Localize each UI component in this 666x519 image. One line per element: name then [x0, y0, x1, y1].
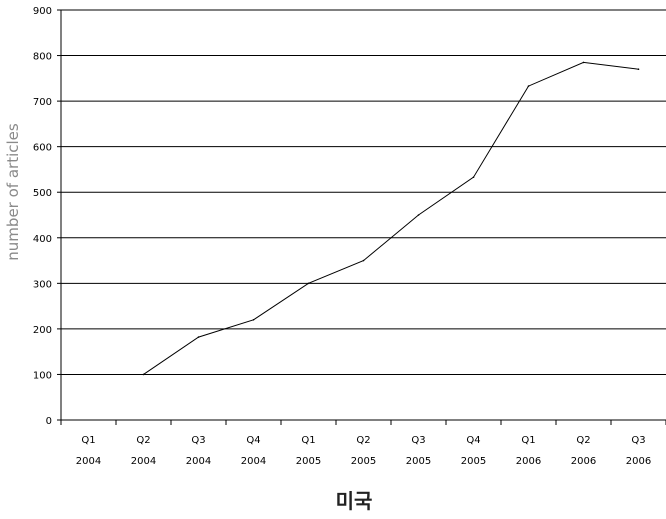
- y-tick-label: 800: [33, 52, 52, 63]
- gridlines: [61, 9, 666, 375]
- data-point: [582, 61, 585, 64]
- data-point: [637, 68, 640, 71]
- y-tick-label: 400: [33, 234, 52, 245]
- data-point: [362, 259, 365, 262]
- data-point: [472, 176, 475, 178]
- x-tick-label: Q3: [631, 435, 645, 446]
- x-tick-label: 2006: [516, 456, 541, 467]
- x-tick-label: Q1: [81, 435, 95, 446]
- y-tick-label: 700: [33, 97, 52, 108]
- data-point: [307, 282, 310, 285]
- x-tick-label: 2004: [241, 456, 266, 467]
- y-tick-label: 900: [33, 6, 52, 17]
- x-axis: Q1 2004 Q2 2004 Q3 2004 Q4 2004 Q1 2005 Q2 2005 Q3 20…: [60, 419, 666, 467]
- x-tick-label: 2005: [461, 456, 486, 467]
- x-tick-label: Q4: [246, 435, 260, 446]
- y-axis: 0 100 200 300 400 500 600 700 800 900: [33, 6, 62, 427]
- x-tick-label: Q2: [576, 435, 590, 446]
- x-tick-label: 2006: [571, 456, 596, 467]
- x-tick-label: 2006: [626, 456, 651, 467]
- chart-title: 미국: [336, 489, 373, 513]
- y-tick-label: 200: [33, 325, 52, 336]
- x-tick-label: 2004: [186, 456, 211, 467]
- x-tick-label: 2004: [76, 456, 101, 467]
- y-tick-label: 300: [33, 279, 52, 290]
- x-tick-label: Q2: [356, 435, 370, 446]
- x-tick-label: 2004: [131, 456, 156, 467]
- data-point: [142, 373, 145, 376]
- y-axis-title: number of articles: [4, 123, 22, 261]
- x-tick-label: 2005: [406, 456, 431, 467]
- y-tick-label: 600: [33, 143, 52, 154]
- y-tick-label: 500: [33, 188, 52, 199]
- data-point: [197, 336, 200, 338]
- data-point: [527, 85, 530, 87]
- y-tick-label: 100: [33, 370, 52, 381]
- y-tick-label: 0: [46, 416, 52, 427]
- x-tick-label: Q3: [411, 435, 425, 446]
- x-tick-label: Q1: [521, 435, 535, 446]
- x-tick-label: Q3: [191, 435, 205, 446]
- series-layer: [142, 61, 640, 376]
- x-tick-label: 2005: [351, 456, 376, 467]
- series-line: [143, 61, 639, 375]
- data-point: [417, 214, 420, 216]
- x-tick-label: Q2: [136, 435, 150, 446]
- x-tick-label: Q4: [466, 435, 480, 446]
- data-point: [252, 318, 255, 321]
- x-tick-label: Q1: [301, 435, 315, 446]
- x-tick-label: 2005: [296, 456, 321, 467]
